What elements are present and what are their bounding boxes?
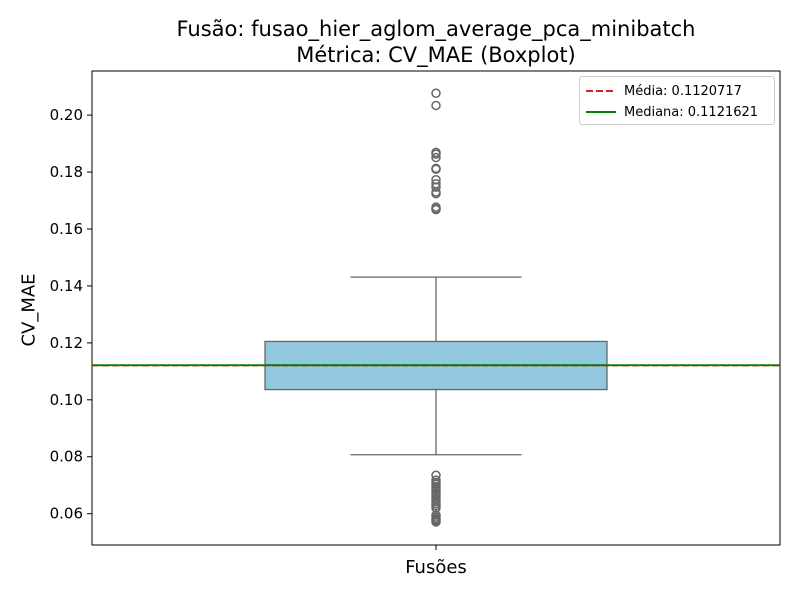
legend-median-label: Mediana: 0.1121621 <box>624 104 759 120</box>
outlier-point <box>431 182 441 192</box>
outlier-point <box>431 188 441 199</box>
y-tick-label: 0.06 <box>50 505 83 523</box>
outlier-point <box>431 100 441 111</box>
y-tick-label: 0.08 <box>50 448 83 466</box>
outlier-point <box>431 470 441 481</box>
y-tick-label: 0.14 <box>50 277 83 295</box>
legend-mean-label: Média: 0.1120717 <box>624 83 742 99</box>
outlier-point <box>431 517 441 527</box>
chart-subtitle: Métrica: CV_MAE (Boxplot) <box>296 43 576 67</box>
y-tick-label: 0.20 <box>50 106 83 124</box>
legend-dashed-line-icon <box>586 90 616 92</box>
outlier-point <box>431 149 441 159</box>
outlier-point <box>431 88 441 98</box>
legend-item-mean: Média: 0.1120717 <box>586 82 742 100</box>
legend-solid-line-icon <box>586 111 616 113</box>
legend: Média: 0.1120717 Mediana: 0.1121621 <box>579 76 775 125</box>
y-tick-label: 0.10 <box>50 391 83 409</box>
outlier-point <box>431 152 441 163</box>
y-axis-label: CV_MAE <box>18 273 40 347</box>
y-tick-label: 0.16 <box>50 220 83 238</box>
legend-item-median: Mediana: 0.1121621 <box>586 103 758 121</box>
x-axis-label: Fusões <box>405 557 467 578</box>
y-tick-label: 0.12 <box>50 334 83 352</box>
chart-title: Fusão: fusao_hier_aglom_average_pca_mini… <box>176 17 696 41</box>
outlier-point <box>431 204 441 215</box>
outlier-point <box>431 164 441 174</box>
y-tick-label: 0.18 <box>50 163 83 181</box>
outlier-point <box>431 503 441 513</box>
